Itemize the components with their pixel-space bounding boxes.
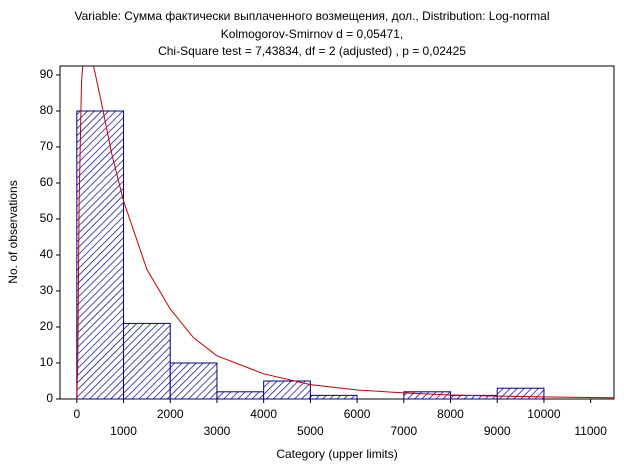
x-tick-label: 0 <box>73 407 80 421</box>
bar <box>309 394 358 400</box>
fit-curve <box>76 66 614 399</box>
chart-subtitle: Chi-Square test = 7,43834, df = 2 (adjus… <box>158 44 466 58</box>
bar <box>169 362 218 400</box>
x-tick-label: 2000 <box>157 407 184 421</box>
y-tick-label: 30 <box>40 283 54 297</box>
y-tick-label: 60 <box>40 175 54 189</box>
x-tick-label: 8000 <box>437 407 464 421</box>
y-tick-label: 0 <box>46 391 53 405</box>
bar <box>123 322 171 400</box>
x-tick-label: 7000 <box>390 424 417 438</box>
x-tick-label: 1000 <box>110 424 137 438</box>
y-tick-label: 90 <box>40 67 54 81</box>
y-tick-label: 20 <box>40 319 54 333</box>
chart-subtitle: Kolmogorov-Smirnov d = 0,05471, <box>221 27 403 41</box>
x-tick-label: 6000 <box>344 407 371 421</box>
y-tick-label: 70 <box>40 139 54 153</box>
y-tick-label: 40 <box>40 247 54 261</box>
x-tick-label: 4000 <box>250 407 277 421</box>
x-tick-label: 3000 <box>204 424 231 438</box>
bar <box>496 387 545 400</box>
y-tick-label: 80 <box>40 103 54 117</box>
x-tick-label: 5000 <box>297 424 324 438</box>
x-tick-label: 10000 <box>527 407 561 421</box>
y-tick-label: 10 <box>40 355 54 369</box>
x-axis-label: Category (upper limits) <box>276 447 397 461</box>
x-tick-label: 11000 <box>574 424 607 438</box>
bar <box>76 110 125 400</box>
bar <box>216 391 265 400</box>
bar <box>263 380 311 400</box>
chart-title: Variable: Сумма фактически выплаченного … <box>75 9 550 23</box>
x-tick-label: 9000 <box>484 424 511 438</box>
y-axis-label: No. of observations <box>6 180 20 283</box>
y-tick-label: 50 <box>40 211 54 225</box>
